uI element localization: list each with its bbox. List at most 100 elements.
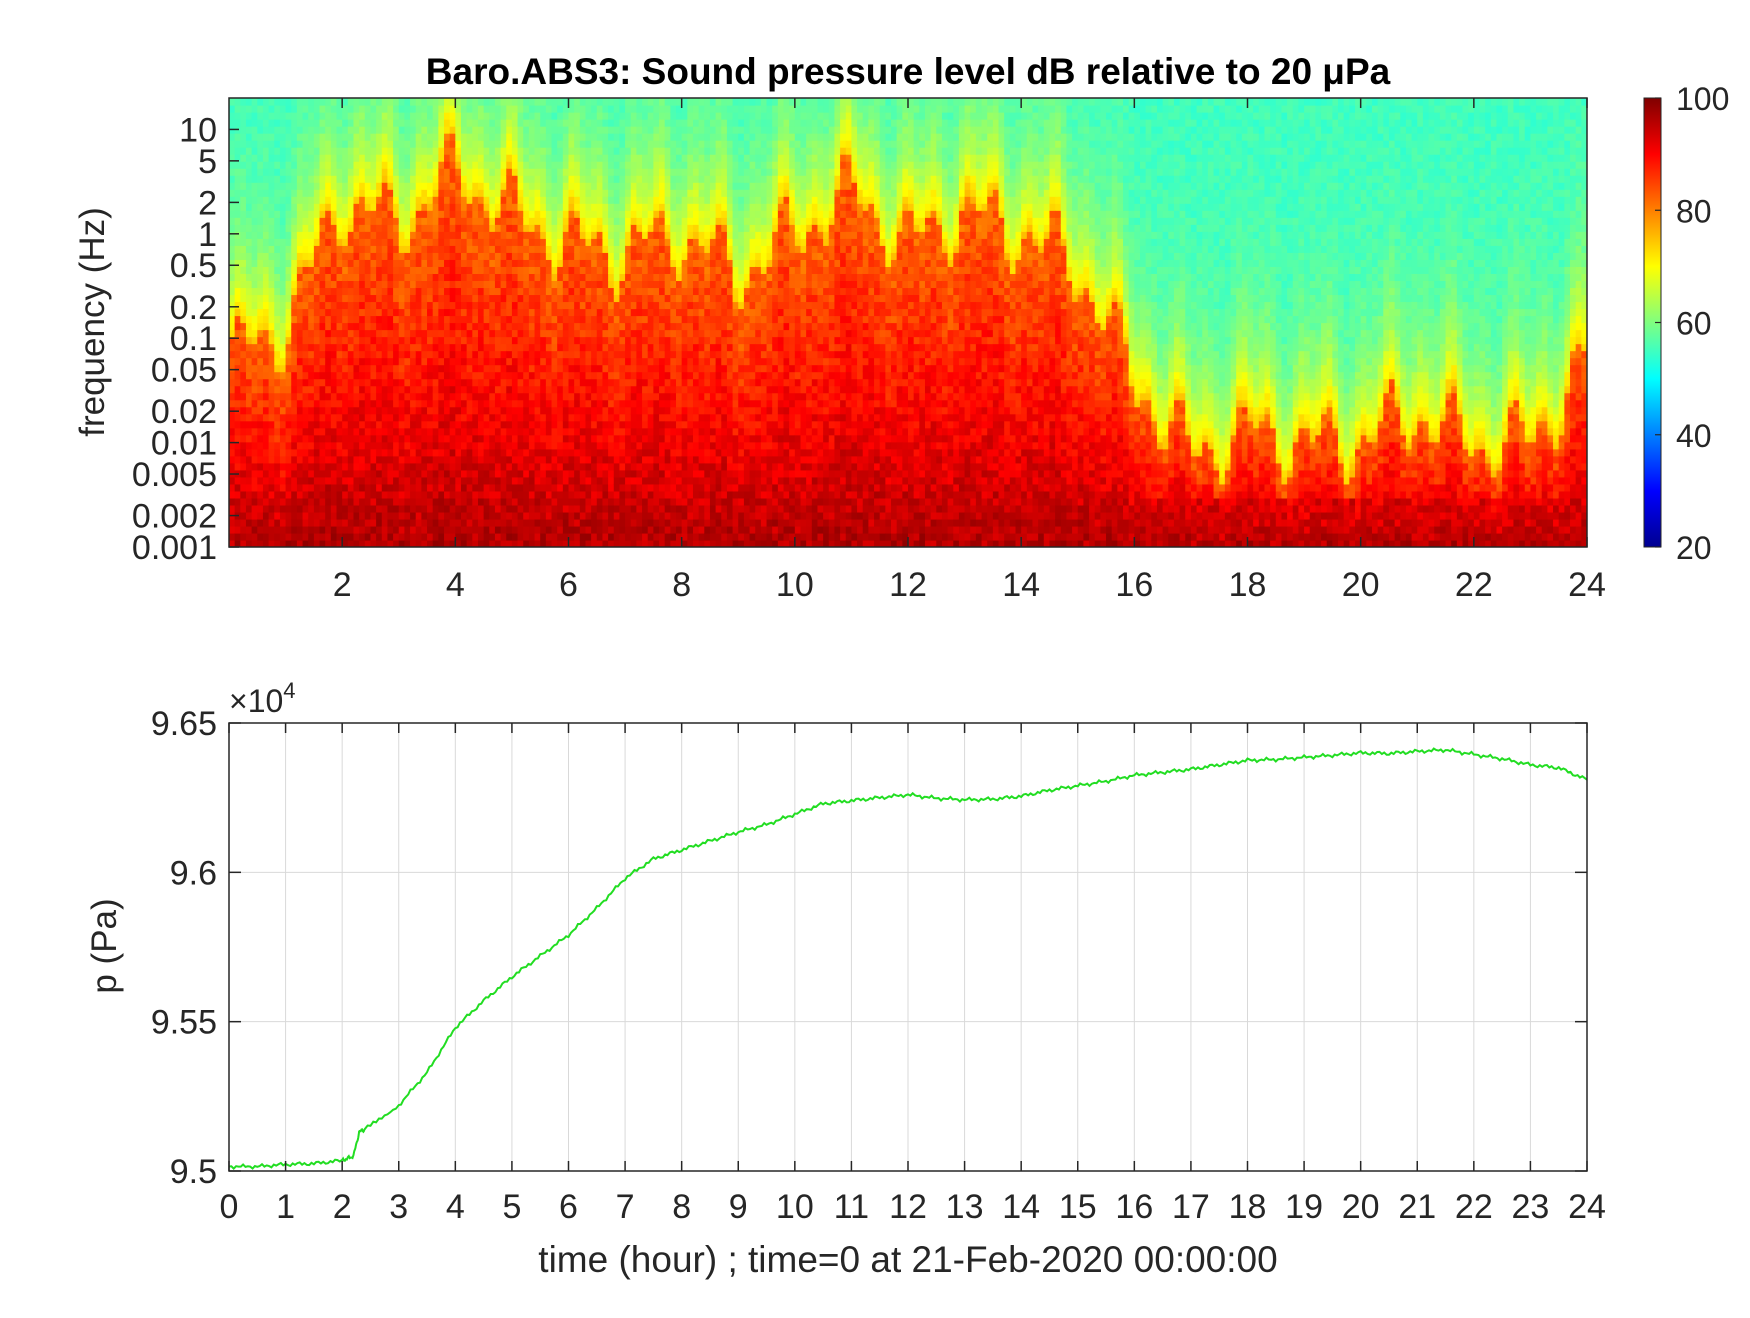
heatmap-cell	[494, 336, 502, 345]
heatmap-cell	[251, 301, 258, 310]
heatmap-cell	[659, 441, 666, 450]
heatmap-cell	[557, 112, 564, 120]
heatmap-cell	[308, 231, 315, 239]
heatmap-cell	[285, 273, 292, 282]
heatmap-cell	[415, 497, 422, 506]
heatmap-cell	[449, 252, 456, 260]
heatmap-cell	[336, 322, 343, 331]
heatmap-cell	[325, 476, 332, 485]
heatmap-cell	[466, 224, 473, 232]
heatmap-cell	[432, 315, 439, 324]
heatmap-cell	[245, 203, 253, 211]
heatmap-cell	[511, 308, 519, 317]
heatmap-cell	[234, 455, 241, 464]
heatmap-cell	[398, 518, 406, 527]
heatmap-cell	[291, 231, 298, 239]
heatmap-cell	[444, 266, 451, 274]
heatmap-cell	[262, 203, 270, 211]
heatmap-cell	[387, 119, 394, 127]
heatmap-cell	[330, 238, 338, 246]
heatmap-cell	[432, 483, 439, 492]
heatmap-cell	[234, 336, 241, 345]
heatmap-cell	[500, 343, 507, 352]
heatmap-cell	[472, 196, 479, 204]
heatmap-cell	[489, 112, 496, 120]
heatmap-cell	[619, 98, 626, 106]
heatmap-cell	[647, 119, 654, 127]
heatmap-cell	[591, 343, 598, 352]
heatmap-cell	[370, 329, 377, 338]
heatmap-cell	[517, 399, 524, 408]
heatmap-cell	[398, 245, 406, 253]
heatmap-cell	[562, 455, 570, 464]
heatmap-cell	[460, 301, 468, 310]
heatmap-cell	[528, 532, 536, 541]
heatmap-cell	[268, 518, 275, 527]
heatmap-cell	[347, 175, 355, 183]
heatmap-cell	[642, 287, 649, 296]
heatmap-cell	[393, 427, 400, 436]
heatmap-cell	[347, 287, 355, 296]
heatmap-cell	[517, 266, 524, 274]
heatmap-cell	[404, 448, 411, 457]
heatmap-cell	[347, 322, 355, 331]
heatmap-cell	[664, 140, 671, 148]
heatmap-cell	[630, 154, 637, 162]
heatmap-cell	[421, 182, 428, 190]
heatmap-cell	[653, 301, 660, 310]
heatmap-cell	[585, 504, 592, 513]
heatmap-cell	[619, 301, 626, 310]
heatmap-cell	[279, 378, 287, 387]
heatmap-cell	[534, 315, 541, 324]
heatmap-cell	[229, 210, 236, 218]
heatmap-cell	[506, 413, 513, 422]
heatmap-cell	[534, 406, 541, 415]
heatmap-cell	[387, 364, 394, 373]
heatmap-cell	[466, 252, 473, 260]
heatmap-cell	[608, 462, 615, 471]
heatmap-cell	[444, 168, 451, 176]
heatmap-cell	[268, 497, 275, 506]
heatmap-cell	[336, 441, 343, 450]
heatmap-cell	[370, 399, 377, 408]
heatmap-cell	[421, 294, 428, 303]
heatmap-cell	[511, 252, 519, 260]
heatmap-cell	[545, 357, 553, 366]
heatmap-cell	[387, 385, 394, 394]
heatmap-cell	[585, 308, 592, 317]
heatmap-cell	[427, 196, 434, 204]
heatmap-cell	[359, 336, 366, 345]
heatmap-cell	[381, 343, 389, 352]
heatmap-cell	[449, 217, 456, 225]
heatmap-cell	[568, 525, 575, 534]
heatmap-cell	[240, 259, 247, 267]
heatmap-cell	[251, 210, 258, 218]
heatmap-cell	[381, 245, 389, 253]
heatmap-cell	[285, 259, 292, 267]
heatmap-cell	[551, 490, 558, 499]
heatmap-cell	[596, 245, 604, 253]
heatmap-cell	[421, 224, 428, 232]
heatmap-cell	[647, 252, 654, 260]
heatmap-cell	[347, 469, 355, 478]
heatmap-cell	[234, 252, 241, 260]
heatmap-cell	[330, 483, 338, 492]
heatmap-cell	[330, 504, 338, 513]
heatmap-cell	[274, 217, 281, 225]
heatmap-cell	[393, 175, 400, 183]
heatmap-cell	[449, 210, 456, 218]
heatmap-cell	[608, 308, 615, 317]
heatmap-cell	[653, 168, 660, 176]
heatmap-cell	[240, 364, 247, 373]
heatmap-cell	[296, 259, 304, 267]
heatmap-cell	[534, 301, 541, 310]
heatmap-cell	[381, 217, 389, 225]
heatmap-cell	[393, 238, 400, 246]
heatmap-cell	[619, 273, 626, 282]
heatmap-cell	[319, 231, 326, 239]
heatmap-cell	[517, 210, 524, 218]
heatmap-cell	[460, 252, 468, 260]
heatmap-cell	[517, 448, 524, 457]
heatmap-cell	[653, 98, 660, 106]
heatmap-cell	[647, 196, 654, 204]
